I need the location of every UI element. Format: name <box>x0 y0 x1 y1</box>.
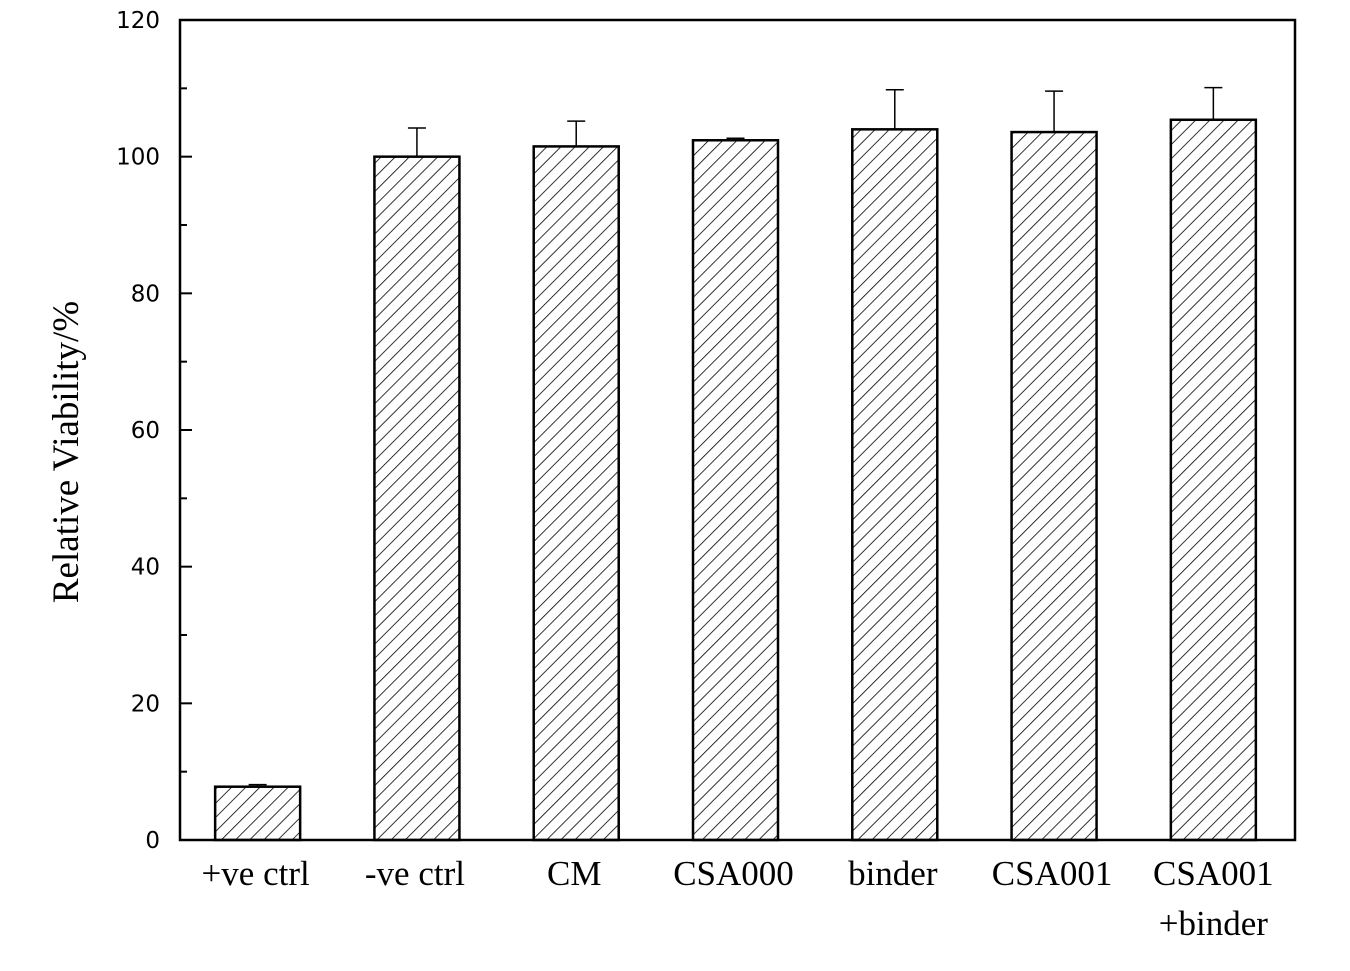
y-axis-title: Relative Viability/% <box>46 301 87 603</box>
y-tick-label: 80 <box>131 281 160 307</box>
bar <box>213 785 302 842</box>
bar <box>373 155 461 842</box>
y-tick-label: 120 <box>116 8 160 34</box>
category-label: +binder <box>1159 904 1268 943</box>
y-tick-label: 40 <box>131 555 160 581</box>
category-label: binder <box>848 854 938 893</box>
bar <box>851 128 939 842</box>
bar <box>691 139 780 842</box>
y-tick-label: 20 <box>131 691 160 717</box>
category-label: CSA001 <box>1153 854 1274 893</box>
category-label: CSA000 <box>673 854 794 893</box>
bar <box>1169 118 1258 842</box>
category-label: -ve ctrl <box>365 854 465 893</box>
category-label: CSA001 <box>992 854 1113 893</box>
category-label: +ve ctrl <box>202 854 310 893</box>
y-tick-label: 60 <box>131 418 160 444</box>
bar <box>1010 130 1098 842</box>
category-label: CM <box>547 854 601 893</box>
plot-area: 0 20 40 60 80 100 120 +ve ctrl -ve ctrl CM CSA000 b… <box>116 8 1297 943</box>
y-tick-label: 0 <box>145 828 160 854</box>
y-tick-label: 100 <box>116 145 160 171</box>
bar <box>532 145 620 842</box>
